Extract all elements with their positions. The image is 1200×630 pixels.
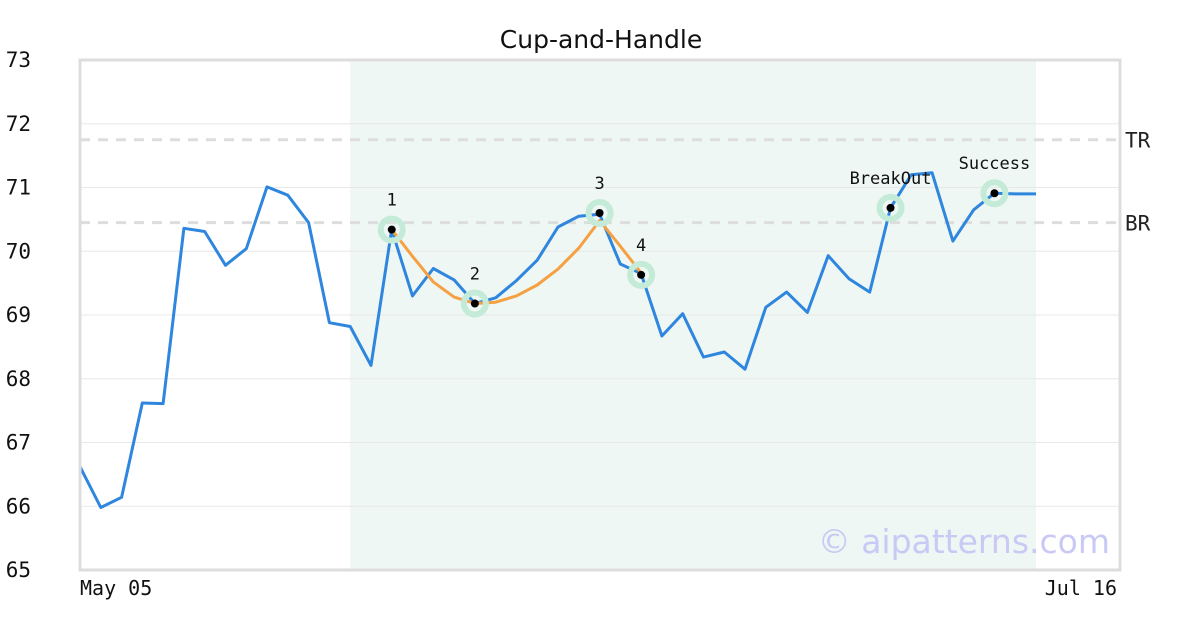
- y-tick-label: 66: [6, 494, 31, 518]
- x-axis-ticks: May 05 Jul 16: [80, 576, 1117, 600]
- price-series-line: [78, 171, 1036, 509]
- y-tick-label: 72: [6, 112, 31, 136]
- y-tick-label: 71: [6, 176, 31, 200]
- key-points: 1 2 3 4 BreakOut Success: [377, 154, 1031, 318]
- key-point-label-1: 1: [387, 191, 397, 211]
- key-point-dot-breakout: [886, 203, 895, 212]
- key-point-dot-1: [387, 225, 396, 234]
- chart-title: Cup-and-Handle: [500, 25, 702, 54]
- y-tick-label: 65: [6, 558, 31, 582]
- key-point-halo-breakout: [876, 193, 905, 222]
- y-tick-label: 67: [6, 431, 31, 455]
- key-point-halo-success: [980, 179, 1009, 208]
- y-tick-label: 68: [6, 367, 31, 391]
- watermark: © aipatterns.com: [818, 522, 1110, 561]
- key-point-label-2: 2: [470, 265, 480, 285]
- key-point-halo-4: [627, 260, 656, 289]
- key-point-dot-2: [470, 299, 479, 308]
- key-point-label-3: 3: [594, 174, 604, 194]
- x-tick-label: May 05: [80, 576, 152, 600]
- key-point-label-4: 4: [636, 236, 646, 256]
- y-tick-label: 69: [6, 303, 31, 327]
- cup-fit-line: [390, 219, 643, 305]
- y-tick-label: 73: [6, 48, 31, 72]
- key-point-dot-success: [990, 189, 999, 198]
- y-axis-ticks: 65 66 67 68 69 70 71 72 73: [6, 48, 31, 582]
- key-point-dot-3: [595, 209, 604, 217]
- x-tick-label: Jul 16: [1045, 576, 1117, 600]
- level-label-tr: TR: [1125, 129, 1151, 153]
- key-point-label-breakout: BreakOut: [850, 169, 932, 189]
- key-point-dot-4: [637, 270, 646, 279]
- key-point-halo-3: [585, 199, 614, 227]
- key-point-label-success: Success: [959, 154, 1031, 174]
- key-point-halo-1: [377, 215, 406, 244]
- plot-frame: [78, 58, 1122, 572]
- gridlines: [80, 59, 1120, 571]
- level-label-br: BR: [1125, 212, 1151, 236]
- y-tick-label: 70: [6, 239, 31, 263]
- key-point-halo-2: [460, 289, 489, 318]
